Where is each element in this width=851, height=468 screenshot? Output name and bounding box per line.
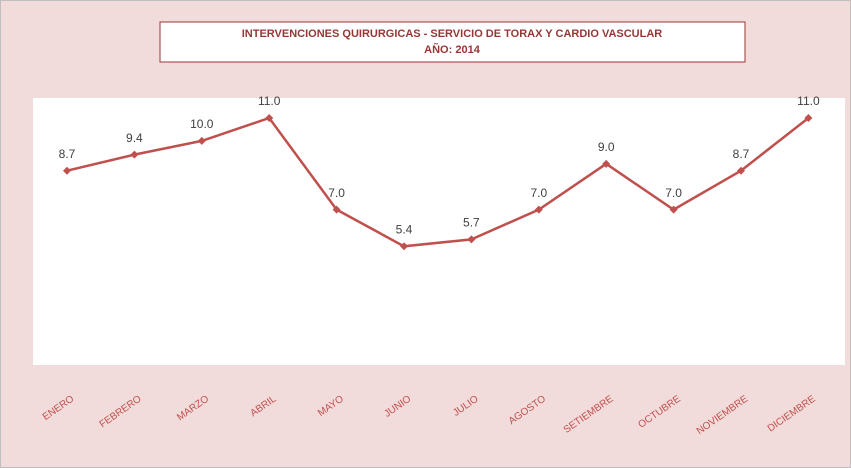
data-point <box>737 166 745 175</box>
data-label: 7.0 <box>530 186 547 200</box>
data-point <box>804 114 813 122</box>
data-label: 10.0 <box>190 117 214 131</box>
data-point <box>130 150 139 159</box>
plot-area <box>33 98 845 365</box>
data-point <box>602 159 611 168</box>
data-point <box>197 136 206 145</box>
data-label: 7.0 <box>665 186 682 200</box>
data-point <box>534 205 543 214</box>
data-label: 9.4 <box>126 131 143 145</box>
data-line <box>66 116 810 248</box>
data-point <box>63 166 71 175</box>
data-point <box>669 205 678 214</box>
data-label: 11.0 <box>258 94 281 108</box>
data-label: 5.4 <box>396 222 413 236</box>
data-point <box>400 242 408 251</box>
data-point <box>467 235 476 244</box>
data-point <box>332 205 341 214</box>
data-label: 5.7 <box>463 216 480 230</box>
data-point <box>265 114 274 122</box>
title-box <box>159 21 746 63</box>
data-label: 8.7 <box>733 147 750 161</box>
data-label: 11.0 <box>797 94 820 108</box>
data-label: 9.0 <box>598 140 615 154</box>
chart-subtitle: AÑO: 2014 <box>424 43 481 56</box>
data-label: 8.7 <box>59 147 76 161</box>
chart-title: INTERVENCIONES QUIRURGICAS - SERVICIO DE… <box>242 28 663 40</box>
data-label: 7.0 <box>328 186 345 200</box>
